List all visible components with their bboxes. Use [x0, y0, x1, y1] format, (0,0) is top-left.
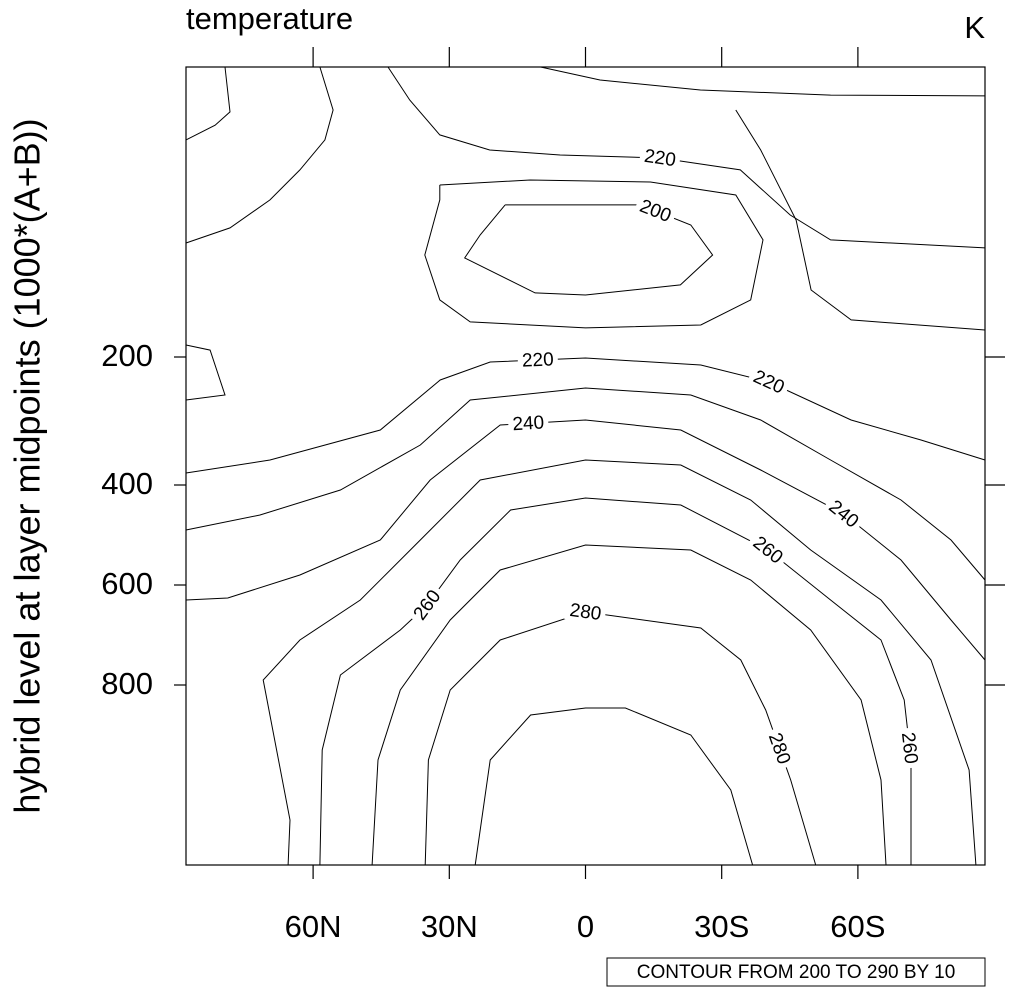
x-tick-label: 60N: [285, 909, 342, 944]
contour-line: [185, 357, 986, 474]
contour-label-bg: [407, 582, 448, 628]
contour-label: 280: [764, 730, 794, 767]
contour-line: [474, 707, 754, 866]
y-axis-label: hybrid level at layer midpoints (1000*(A…: [7, 118, 48, 813]
chart-title: temperature: [186, 1, 353, 36]
y-tick-label: 400: [101, 466, 153, 501]
contour-line: [185, 419, 986, 661]
x-tick-label: 60S: [830, 909, 885, 944]
contour-line: [262, 459, 977, 866]
contour-label: 220: [643, 146, 677, 171]
contour-line: [185, 387, 986, 581]
y-tick-label: 800: [101, 666, 153, 701]
contour-label: 260: [897, 731, 921, 765]
contour-line: [424, 179, 764, 329]
contour-label-bg: [897, 726, 922, 770]
contour-label-bg: [633, 194, 678, 228]
contour-label-group: 280: [564, 599, 607, 625]
contour-label-group: 260: [746, 529, 790, 571]
contour-label-bg: [821, 493, 866, 535]
contour-label-group: 260: [897, 726, 922, 770]
contour-label-group: 220: [638, 145, 682, 171]
contour-line: [540, 66, 986, 97]
contour-line: [319, 497, 912, 866]
info-box: [606, 957, 986, 987]
y-tick-label: 600: [101, 566, 153, 601]
contour-info: CONTOUR FROM 200 TO 290 BY 10: [637, 962, 956, 983]
y-tick-label: 200: [101, 338, 153, 373]
contour-line: [463, 204, 714, 296]
contour-label-group: 220: [746, 364, 792, 400]
plot-frame: [185, 66, 986, 866]
contour-label-group: 240: [821, 493, 866, 535]
contour-label-group: 260: [407, 582, 448, 628]
contour-label-bg: [638, 145, 682, 171]
contour-line: [185, 66, 334, 244]
contour-label-bg: [564, 599, 607, 625]
x-tick-label: 30S: [694, 909, 749, 944]
x-tick-label: 30N: [421, 909, 478, 944]
contour-label: 280: [568, 600, 602, 625]
contour-line: [185, 66, 231, 141]
contour-label: 240: [512, 412, 545, 435]
contour-line: [387, 66, 986, 249]
contour-label-bg: [517, 349, 559, 371]
contour-line: [185, 344, 226, 401]
contour-line: [424, 611, 817, 866]
contour-line: [735, 109, 986, 331]
contour-label: 220: [522, 349, 555, 371]
contour-label-group: 280: [763, 726, 796, 771]
contour-line: [371, 544, 887, 866]
contour-label-bg: [746, 529, 790, 571]
contour-label-bg: [507, 412, 549, 435]
contour-label-bg: [746, 364, 792, 400]
contour-label-group: 240: [507, 412, 549, 435]
contour-label-bg: [763, 726, 796, 771]
x-tick-label: 0: [577, 909, 594, 944]
contour-label-group: 200: [633, 194, 678, 228]
units-label: K: [964, 10, 985, 45]
contour-label-group: 220: [517, 349, 559, 372]
